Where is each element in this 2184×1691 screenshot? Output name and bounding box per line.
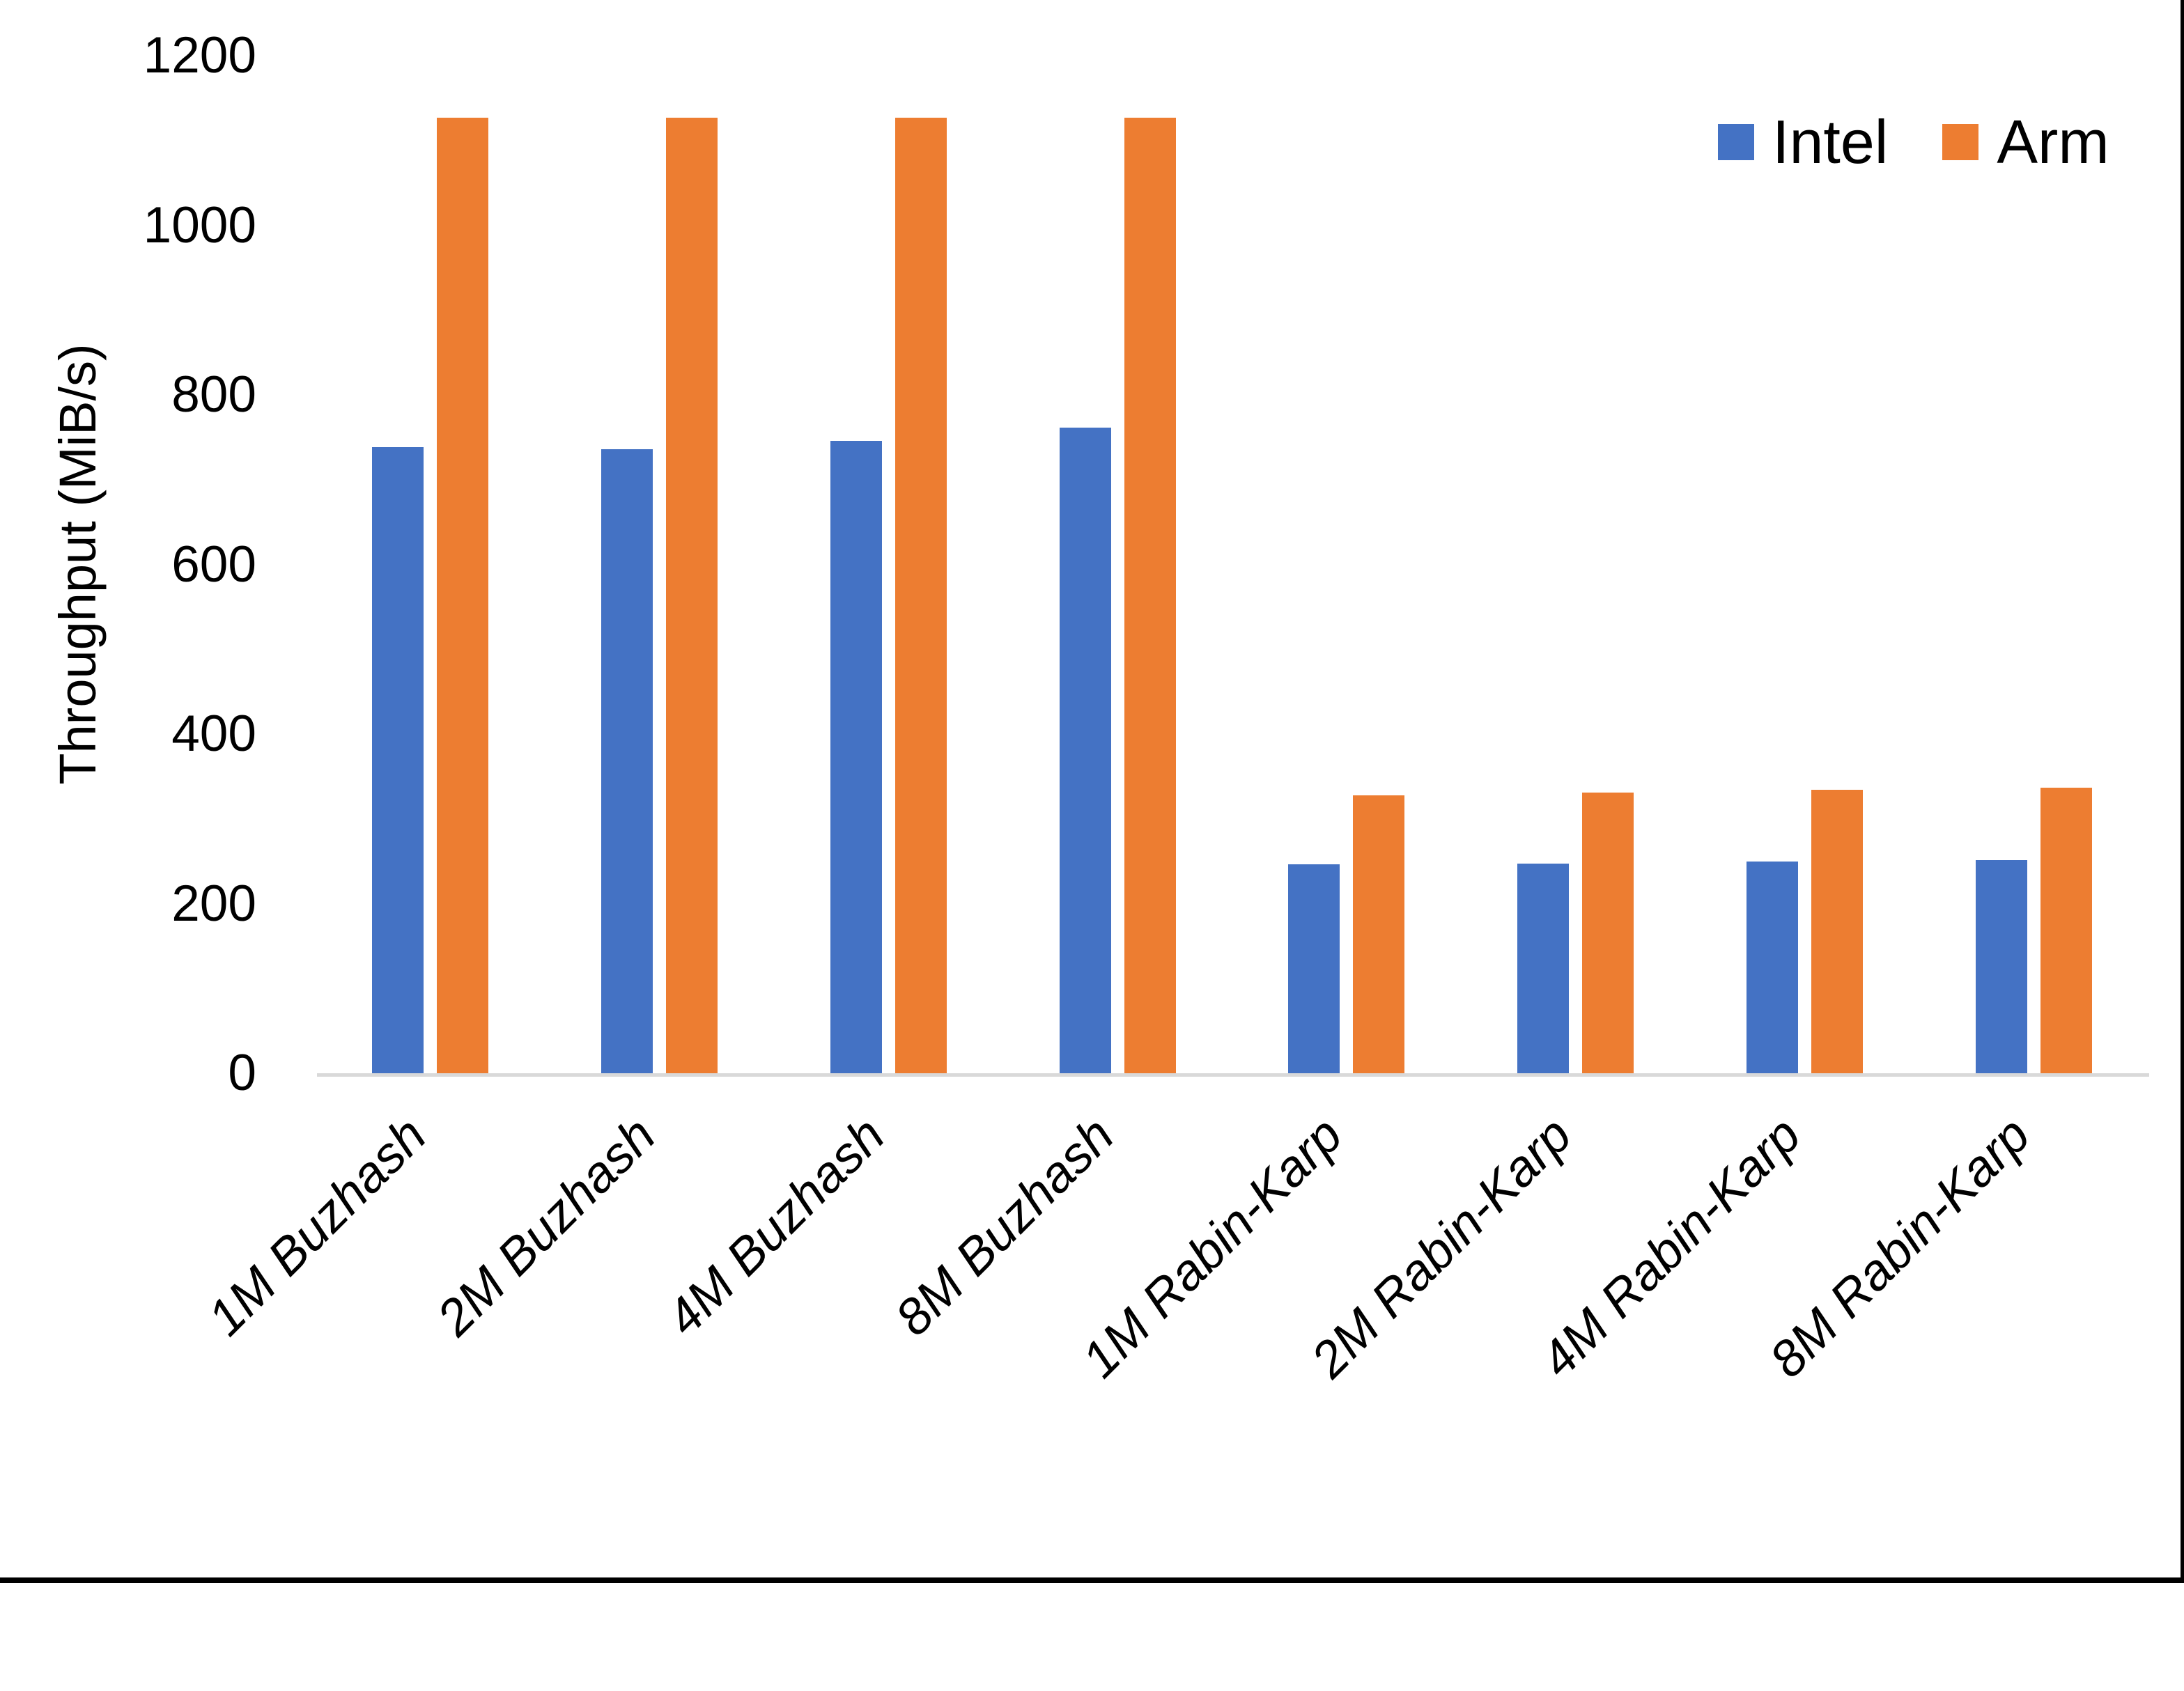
legend-swatch-intel [1718, 124, 1754, 160]
bar-intel-4m-buzhash [830, 440, 882, 1073]
legend-item-intel: Intel [1718, 109, 1888, 176]
y-tick-label-200: 200 [171, 875, 256, 932]
bar-arm-4m-buzhash [894, 117, 947, 1073]
bar-arm-8m-buzhash [1124, 117, 1176, 1073]
screen-right-border [2181, 0, 2184, 1583]
chart-canvas: Throughput (MiB/s) 0 200 400 600 800 1000 1200… [0, 0, 2184, 1583]
legend-swatch-arm [1942, 124, 1979, 160]
y-tick-label-800: 800 [171, 366, 256, 423]
bar-intel-8m-rabin-karp [1975, 860, 2027, 1073]
screen-bottom-border [0, 1577, 2184, 1583]
legend-label-intel: Intel [1772, 107, 1889, 176]
y-tick-label-600: 600 [171, 536, 256, 593]
bar-intel-4m-rabin-karp [1746, 861, 1798, 1073]
bar-arm-2m-rabin-karp [1582, 793, 1634, 1073]
bar-arm-8m-rabin-karp [2040, 787, 2092, 1073]
legend-label-arm: Arm [1997, 107, 2109, 176]
legend: Intel Arm [1718, 109, 2109, 176]
bar-intel-8m-buzhash [1059, 428, 1111, 1073]
y-tick-label-1200: 1200 [143, 27, 256, 84]
bar-intel-2m-buzhash [601, 449, 653, 1073]
bar-intel-1m-rabin-karp [1288, 864, 1340, 1073]
y-tick-label-0: 0 [228, 1045, 256, 1101]
bar-arm-1m-rabin-karp [1353, 795, 1405, 1073]
y-tick-label-1000: 1000 [143, 196, 256, 254]
legend-item-arm: Arm [1942, 109, 2109, 176]
x-axis-line [317, 1073, 2149, 1077]
bar-intel-1m-buzhash [372, 447, 424, 1073]
bar-intel-2m-rabin-karp [1517, 864, 1570, 1073]
y-tick-label-400: 400 [171, 706, 256, 762]
bar-arm-1m-buzhash [437, 117, 489, 1073]
bar-arm-4m-rabin-karp [1811, 790, 1863, 1073]
bar-arm-2m-buzhash [666, 117, 718, 1073]
